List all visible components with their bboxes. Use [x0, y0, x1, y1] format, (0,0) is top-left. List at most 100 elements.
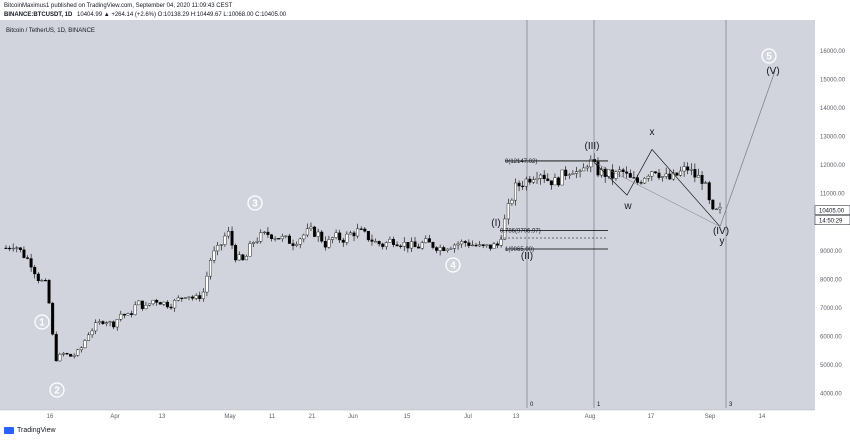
- candle: [424, 238, 428, 243]
- chart-area[interactable]: Bitcoin / TetherUS, 1D, BINANCE 0 1 3 0(121…: [0, 20, 850, 440]
- candle: [513, 182, 517, 201]
- candle: [108, 321, 112, 323]
- candle: [234, 245, 238, 261]
- candle: [427, 238, 431, 243]
- candle: [47, 280, 51, 304]
- candle: [693, 169, 697, 178]
- candle: [374, 241, 378, 243]
- candle: [115, 319, 119, 328]
- wave-label: (IV): [713, 226, 729, 237]
- candle: [162, 301, 166, 305]
- candle: [463, 241, 467, 243]
- publisher-text: BitcoinMaximus1 published on TradingView…: [4, 3, 233, 9]
- candle: [155, 299, 159, 303]
- candle: [607, 169, 611, 177]
- wave-label: (III): [585, 141, 600, 152]
- candle: [209, 260, 213, 277]
- time-tick-label: 16: [47, 414, 54, 420]
- wave-label: (I): [491, 218, 500, 229]
- candle: [621, 169, 625, 173]
- candle: [201, 291, 205, 299]
- candlestick-chart[interactable]: Bitcoin / TetherUS, 1D, BINANCE 0 1 30(121…: [0, 20, 850, 440]
- candle: [578, 170, 582, 172]
- candle: [359, 228, 363, 230]
- candle: [449, 248, 453, 250]
- tradingview-icon: [4, 427, 14, 434]
- fib-level-label: 1(9065.00): [505, 247, 534, 253]
- time-axis[interactable]: 16 Apr 13 May 11 21 Jun 15 Jul 13 Aug 17 Sep 14: [0, 409, 815, 420]
- candle: [452, 244, 456, 249]
- candle: [338, 232, 342, 241]
- candle: [366, 231, 370, 241]
- candle: [650, 171, 654, 177]
- candle: [610, 169, 614, 179]
- candle: [94, 322, 98, 332]
- candle: [671, 172, 675, 180]
- candle: [58, 354, 62, 362]
- candle: [539, 174, 543, 179]
- candle: [420, 242, 424, 249]
- price-tick-label: 12000.00: [820, 163, 846, 169]
- candle: [273, 238, 277, 240]
- candle: [270, 234, 274, 239]
- candle: [180, 297, 184, 299]
- price-axis[interactable]: 4000.00 5000.00 6000.00 7000.00 8000.00 9000.…: [814, 49, 850, 398]
- wave-label: 3: [252, 199, 258, 210]
- candle: [144, 305, 148, 309]
- candle: [8, 247, 12, 250]
- wave-label: (V): [766, 66, 779, 77]
- candle: [557, 177, 561, 186]
- candle: [205, 275, 209, 293]
- candle: [679, 170, 683, 176]
- plot-background: [0, 20, 815, 410]
- candle: [675, 172, 679, 176]
- candle: [413, 241, 417, 248]
- candle: [485, 244, 489, 246]
- candle: [503, 218, 507, 240]
- candle: [43, 279, 47, 282]
- candle: [402, 242, 406, 247]
- overlay-layer: 0 1 3 0(12147.02) 0.786(9706.97) 1(9065.00) 1 2…: [34, 20, 780, 408]
- candle: [33, 266, 37, 275]
- candle: [305, 228, 309, 236]
- time-tick-label: May: [224, 414, 235, 420]
- candle: [711, 199, 715, 210]
- price-tick-label: 15000.00: [820, 77, 846, 83]
- candle: [535, 178, 539, 181]
- candle: [442, 247, 446, 251]
- candle: [517, 182, 521, 187]
- fib-level-label: 0(12147.02): [505, 159, 537, 165]
- symbol-line: BINANCE:BTCUSDT, 1D 10404.99 ▲ +264.14 (…: [4, 12, 286, 18]
- candle: [87, 334, 91, 341]
- candle: [356, 228, 360, 237]
- candle: [112, 321, 116, 328]
- candle: [363, 228, 367, 232]
- candle: [313, 226, 317, 237]
- time-tick-label: 17: [648, 414, 655, 420]
- candle: [488, 244, 492, 249]
- candle: [298, 238, 302, 245]
- candle: [54, 334, 58, 362]
- candle: [255, 241, 259, 243]
- candle: [61, 352, 65, 355]
- candle: [643, 178, 647, 184]
- candle: [327, 239, 331, 248]
- candle: [248, 243, 252, 257]
- candle: [707, 182, 711, 201]
- candle: [237, 254, 241, 261]
- candle: [492, 243, 496, 249]
- candle: [653, 171, 657, 174]
- candle: [381, 243, 385, 247]
- candle: [661, 176, 665, 178]
- candle: [252, 242, 256, 244]
- candle: [445, 248, 449, 251]
- candle: [625, 171, 629, 174]
- time-tick-label: 13: [513, 414, 520, 420]
- candle: [524, 178, 528, 187]
- candle: [244, 256, 248, 261]
- candle: [140, 300, 144, 309]
- candle: [639, 182, 643, 184]
- candle: [574, 171, 578, 174]
- price-tick-label: 6000.00: [820, 335, 842, 341]
- candle: [183, 297, 187, 299]
